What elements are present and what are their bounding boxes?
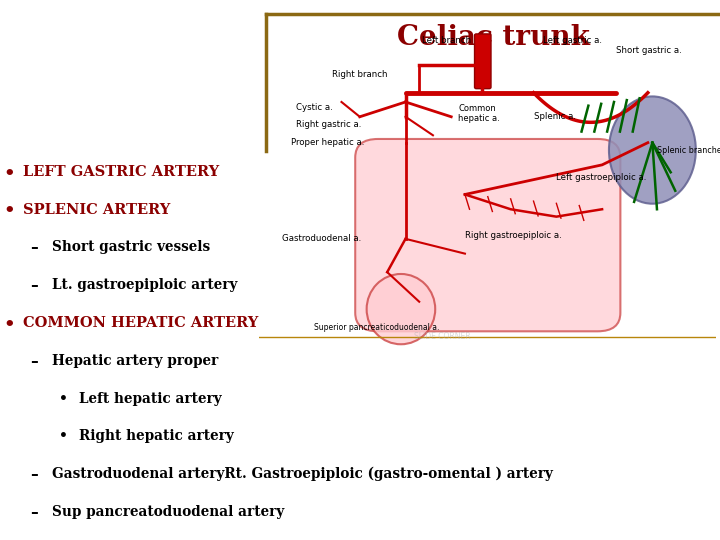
- Text: Sup pancreatoduodenal artery: Sup pancreatoduodenal artery: [52, 505, 284, 519]
- Text: Short gastric vessels: Short gastric vessels: [52, 240, 210, 254]
- Text: •: •: [4, 165, 15, 183]
- Text: Gastroduodenal a.: Gastroduodenal a.: [282, 234, 361, 244]
- Text: Lt. gastroepiploic artery: Lt. gastroepiploic artery: [52, 278, 237, 292]
- Text: •: •: [59, 429, 68, 443]
- Ellipse shape: [609, 97, 696, 204]
- Text: –: –: [30, 505, 38, 520]
- Text: •: •: [59, 392, 68, 406]
- Text: Splenic branches: Splenic branches: [657, 146, 720, 154]
- Text: •: •: [4, 202, 15, 220]
- Text: Gastroduodenal arteryRt. Gastroepiploic (gastro-omental ) artery: Gastroduodenal arteryRt. Gastroepiploic …: [52, 467, 553, 482]
- Text: –: –: [30, 467, 38, 482]
- Text: Left gastric a.: Left gastric a.: [543, 36, 602, 45]
- Text: Short gastric a.: Short gastric a.: [616, 46, 682, 55]
- Text: –: –: [30, 278, 38, 293]
- FancyBboxPatch shape: [355, 139, 621, 332]
- Text: Right gastric a.: Right gastric a.: [296, 120, 361, 129]
- Text: Hepatic artery proper: Hepatic artery proper: [52, 354, 218, 368]
- FancyBboxPatch shape: [474, 34, 491, 89]
- Text: Superior pancreaticoduodenal a.: Superior pancreaticoduodenal a.: [314, 323, 439, 332]
- Text: Proper hepatic a.: Proper hepatic a.: [291, 138, 364, 147]
- Text: Left hepatic artery: Left hepatic artery: [79, 392, 222, 406]
- Text: –: –: [30, 354, 38, 369]
- Text: Common
hepatic a.: Common hepatic a.: [458, 104, 500, 123]
- Text: Cystic a.: Cystic a.: [296, 103, 333, 112]
- Text: Right branch: Right branch: [333, 70, 388, 79]
- Text: Celiac trunk: Celiac trunk: [397, 24, 590, 51]
- Text: LEFT GASTRIC ARTERY: LEFT GASTRIC ARTERY: [23, 165, 219, 179]
- Text: Splenic a.: Splenic a.: [534, 112, 575, 122]
- Text: SLIDE CORNER: SLIDE CORNER: [414, 332, 470, 341]
- Text: •: •: [4, 316, 15, 334]
- Text: Left gastroepiploic a.: Left gastroepiploic a.: [557, 173, 647, 183]
- Text: Right gastroepiploic a.: Right gastroepiploic a.: [465, 231, 562, 240]
- Text: COMMON HEPATIC ARTERY: COMMON HEPATIC ARTERY: [23, 316, 258, 330]
- Text: Right hepatic artery: Right hepatic artery: [79, 429, 234, 443]
- Text: SPLENIC ARTERY: SPLENIC ARTERY: [23, 202, 171, 217]
- Ellipse shape: [366, 274, 435, 345]
- Text: –: –: [30, 240, 38, 255]
- Text: Left branch: Left branch: [421, 36, 471, 45]
